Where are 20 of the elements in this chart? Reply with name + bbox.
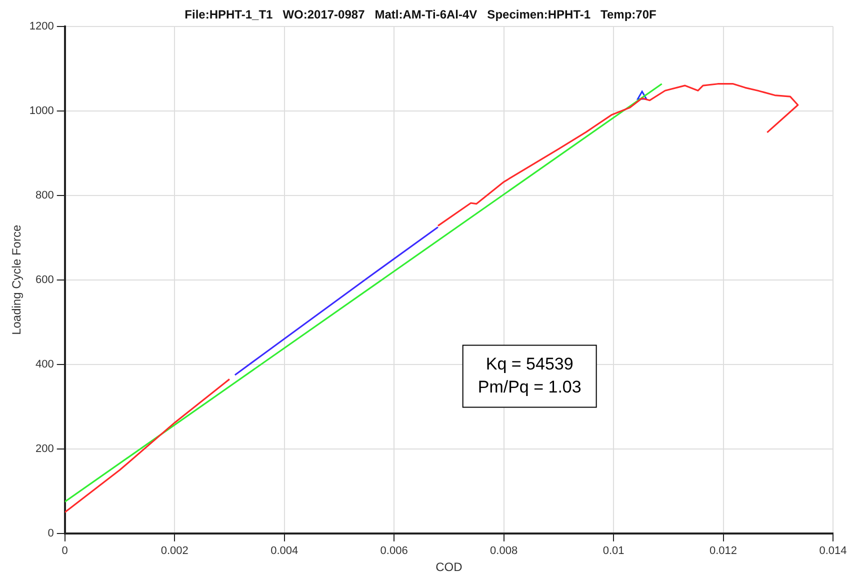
x-tick-label: 0 xyxy=(62,545,68,558)
y-tick-label: 1200 xyxy=(29,20,54,32)
y-tick-label: 200 xyxy=(36,442,54,455)
x-tick-label: 0.008 xyxy=(490,545,518,558)
annotation: Kq = 54539 xyxy=(486,354,574,374)
x-tick-label: 0.004 xyxy=(270,545,298,558)
y-tick-label: 0 xyxy=(48,527,54,540)
y-tick-label: 800 xyxy=(36,189,54,202)
y-tick-label: 600 xyxy=(36,274,54,286)
x-tick-label: 0.012 xyxy=(710,545,738,558)
y-tick-label: 1000 xyxy=(29,104,54,117)
annotation: Pm/Pq = 1.03 xyxy=(478,377,582,396)
x-tick-label: 0.002 xyxy=(160,545,188,558)
x-axis-title: COD xyxy=(436,560,463,574)
y-axis-title: Loading Cycle Force xyxy=(10,224,24,335)
x-tick-label: 0.014 xyxy=(819,545,847,558)
x-tick-label: 0.006 xyxy=(380,545,408,558)
y-tick-label: 400 xyxy=(36,358,54,370)
chart-title: File:HPHT-1_T1 WO:2017-0987 Matl:AM-Ti-6Al-4V Specimen:HPHT-1 Temp:70F xyxy=(184,8,656,22)
x-tick-label: 0.01 xyxy=(602,545,624,558)
